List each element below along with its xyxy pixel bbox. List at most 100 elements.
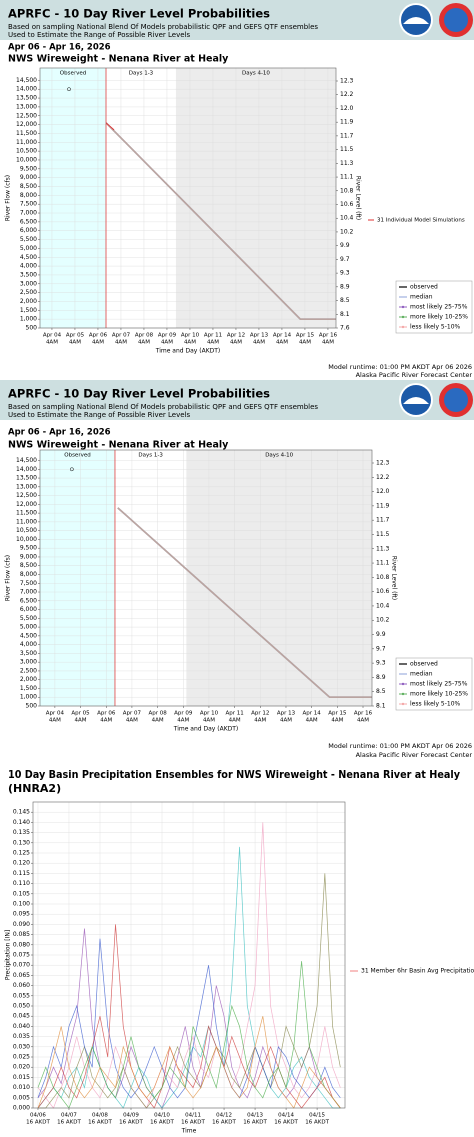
y-tick-label: 5,500 (20, 236, 37, 243)
y-tick-label: 9,500 (20, 545, 37, 552)
y2-axis-label: River Level (ft) (391, 556, 398, 600)
x-tick-label: Apr 08 (135, 333, 154, 339)
y-tick-label: 11,500 (16, 130, 37, 137)
y-tick-label: 6,500 (20, 597, 37, 604)
footer-center: Alaska Pacific River Forecast Center (356, 371, 473, 379)
region (114, 450, 187, 706)
legend-label: observed (410, 661, 438, 668)
y-tick-label: 4,000 (20, 263, 37, 270)
x-tick-label: Apr 06 (89, 333, 108, 339)
y-tick-label: 0.120 (13, 860, 30, 867)
x-tick-label: 4AM (152, 718, 164, 724)
x-tick-label: 4AM (306, 718, 318, 724)
y2-tick-label: 10.2 (340, 228, 354, 235)
y-tick-label: 0.145 (13, 809, 30, 816)
banner: APRFC - 10 Day River Level Probabilities… (0, 0, 474, 40)
y2-tick-label: 8.9 (340, 283, 350, 290)
x-tick-label: 4AM (357, 718, 369, 724)
y2-tick-label: 10.2 (376, 617, 390, 624)
banner-line: Used to Estimate the Range of Possible R… (8, 31, 190, 39)
x-tick-label: 16 AKDT (57, 1120, 81, 1126)
y-tick-label: 500 (26, 325, 38, 332)
y2-tick-label: 10.8 (376, 574, 390, 581)
x-tick-label: 16 AKDT (274, 1120, 298, 1126)
x-tick-label: 4AM (161, 340, 173, 346)
y2-tick-label: 9.9 (376, 631, 386, 638)
y2-tick-label: 12.2 (376, 474, 390, 481)
y-tick-label: 0.015 (13, 1074, 30, 1081)
y2-tick-label: 11.1 (340, 174, 354, 181)
y2-tick-label: 11.1 (376, 560, 390, 567)
y-tick-label: 0.005 (13, 1094, 30, 1101)
legend-label: most likely 25-75% (410, 304, 468, 311)
y-tick-label: 0.055 (13, 992, 30, 999)
y-tick-label: 3,500 (20, 271, 37, 278)
region (40, 68, 107, 328)
y-tick-label: 7,000 (20, 210, 37, 217)
x-tick-label: Apr 15 (296, 333, 315, 339)
y2-tick-label: 11.3 (376, 545, 390, 552)
footer-center: Alaska Pacific River Forecast Center (356, 751, 473, 759)
y2-tick-label: 8.9 (376, 674, 386, 681)
y-tick-label: 9,000 (20, 174, 37, 181)
y-tick-label: 10,000 (16, 536, 37, 543)
y-tick-label: 0.140 (13, 819, 30, 826)
x-tick-label: 4AM (207, 340, 219, 346)
legend-label: less likely 5-10% (410, 701, 461, 708)
y2-tick-label: 12.3 (340, 78, 354, 85)
x-tick-label: 04/13 (247, 1113, 263, 1119)
x-tick-label: 4AM (276, 340, 288, 346)
x-tick-label: 16 AKDT (212, 1120, 236, 1126)
y2-tick-label: 11.5 (340, 146, 354, 153)
y2-tick-label: 10.6 (376, 588, 390, 595)
y-tick-label: 0.000 (13, 1105, 30, 1112)
y-tick-label: 0.020 (13, 1064, 30, 1071)
y-tick-label: 10,000 (16, 156, 37, 163)
series-line (105, 122, 336, 320)
y2-tick-label: 10.6 (340, 201, 354, 208)
legend-label: median (410, 294, 433, 301)
y2-tick-label: 9.3 (340, 270, 350, 277)
y-axis-label: Precipitation [IN] (5, 930, 12, 980)
y-tick-label: 0.125 (13, 850, 30, 857)
y-tick-label: 0.050 (13, 1003, 30, 1010)
x-tick-label: 4AM (299, 340, 311, 346)
x-tick-label: Apr 05 (71, 711, 90, 717)
legend-label: 31 Individual Model Simulations (377, 218, 465, 224)
region (186, 450, 372, 706)
x-tick-label: 16 AKDT (26, 1120, 50, 1126)
region-label: Observed (64, 453, 90, 459)
y-tick-label: 9,000 (20, 553, 37, 560)
y2-tick-label: 12.3 (376, 460, 390, 467)
x-tick-label: Apr 16 (354, 711, 373, 717)
y-tick-label: 0.080 (13, 941, 30, 948)
y-tick-label: 0.075 (13, 952, 30, 959)
x-tick-label: 4AM (49, 718, 61, 724)
y-tick-label: 0.035 (13, 1033, 30, 1040)
y-tick-label: 0.105 (13, 890, 30, 897)
x-tick-label: Apr 07 (123, 711, 142, 717)
x-tick-label: 4AM (229, 718, 241, 724)
y2-tick-label: 7.6 (340, 325, 350, 332)
y-tick-label: 12,000 (16, 121, 37, 128)
x-tick-label: 4AM (203, 718, 215, 724)
x-tick-label: Apr 13 (277, 711, 296, 717)
y-tick-label: 8,000 (20, 192, 37, 199)
x-tick-label: Apr 04 (46, 711, 65, 717)
x-tick-label: 4AM (115, 340, 127, 346)
y-tick-label: 0.010 (13, 1084, 30, 1091)
x-tick-label: 04/10 (154, 1113, 170, 1119)
x-axis-label: Time and Day (AKDT) (155, 348, 221, 355)
chart-title: NWS Wireweight - Nenana River at Healy (8, 440, 229, 451)
x-tick-label: 04/11 (185, 1113, 201, 1119)
x-tick-label: 4AM (280, 718, 292, 724)
y2-tick-label: 8.5 (340, 297, 350, 304)
noaa-logo (403, 397, 429, 404)
y-tick-label: 0.030 (13, 1043, 30, 1050)
x-tick-label: 4AM (177, 718, 189, 724)
banner-bg (0, 380, 474, 420)
y-tick-label: 1,500 (20, 307, 37, 314)
y-tick-label: 14,000 (16, 86, 37, 93)
chart-title: 10 Day Basin Precipitation Ensembles for… (8, 768, 460, 781)
